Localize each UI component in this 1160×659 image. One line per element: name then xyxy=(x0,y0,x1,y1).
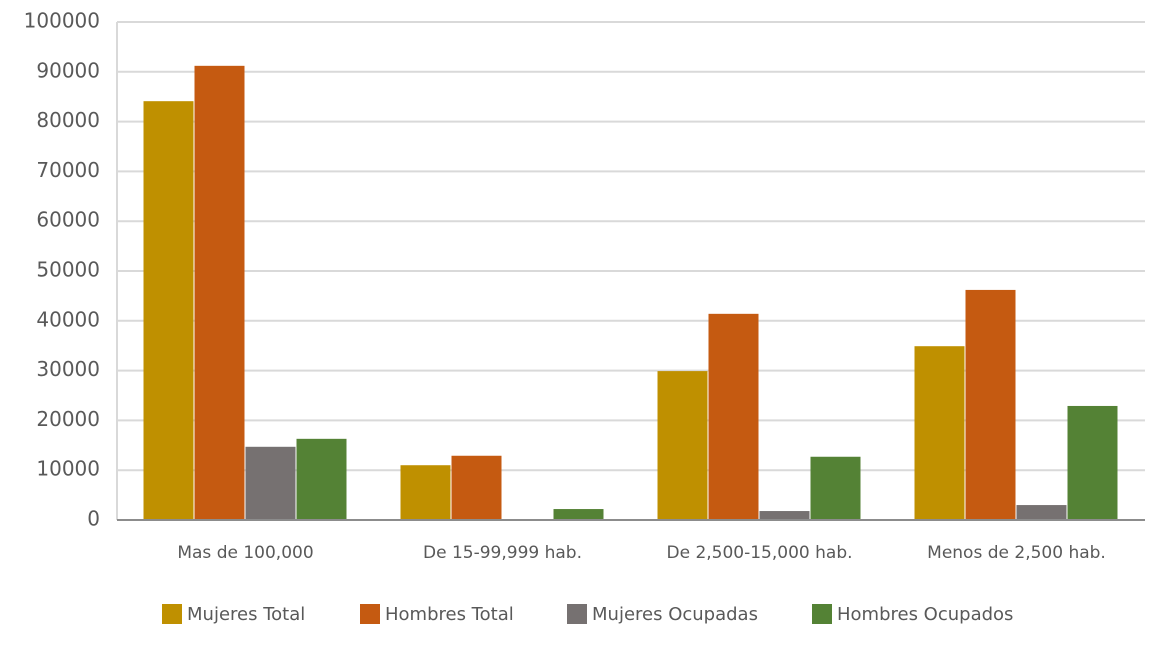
legend-label: Mujeres Total xyxy=(187,604,305,625)
y-tick-label: 100000 xyxy=(24,9,100,33)
bar xyxy=(965,289,1016,520)
bar xyxy=(759,511,810,520)
x-tick-label: Menos de 2,500 hab. xyxy=(927,543,1106,563)
y-tick-label: 60000 xyxy=(36,208,100,232)
y-tick-label: 10000 xyxy=(36,457,100,481)
legend-label: Mujeres Ocupadas xyxy=(592,604,758,625)
bar xyxy=(1016,505,1067,520)
y-tick-label: 80000 xyxy=(36,108,100,132)
y-tick-label: 30000 xyxy=(36,357,100,381)
bar xyxy=(914,346,965,520)
y-tick-label: 0 xyxy=(87,507,100,531)
bar xyxy=(296,438,347,520)
y-tick-label: 40000 xyxy=(36,307,100,331)
legend-swatch xyxy=(567,604,587,624)
bar xyxy=(400,465,451,520)
bar xyxy=(657,371,708,520)
x-tick-label: De 15-99,999 hab. xyxy=(423,543,582,563)
legend-label: Hombres Total xyxy=(385,604,514,625)
y-tick-label: 20000 xyxy=(36,407,100,431)
legend-swatch xyxy=(812,604,832,624)
x-tick-label: Mas de 100,000 xyxy=(177,543,313,563)
bar xyxy=(194,65,245,520)
legend-label: Hombres Ocupados xyxy=(837,604,1013,625)
bar xyxy=(810,456,861,520)
x-tick-label: De 2,500-15,000 hab. xyxy=(666,543,852,563)
y-tick-label: 70000 xyxy=(36,158,100,182)
y-tick-label: 50000 xyxy=(36,258,100,282)
y-tick-label: 90000 xyxy=(36,58,100,82)
bar xyxy=(451,455,502,520)
legend-swatch xyxy=(360,604,380,624)
legend-swatch xyxy=(162,604,182,624)
bar xyxy=(143,101,194,520)
bar xyxy=(1067,405,1118,520)
bar xyxy=(553,509,604,520)
bar xyxy=(245,446,296,520)
bar xyxy=(708,313,759,520)
